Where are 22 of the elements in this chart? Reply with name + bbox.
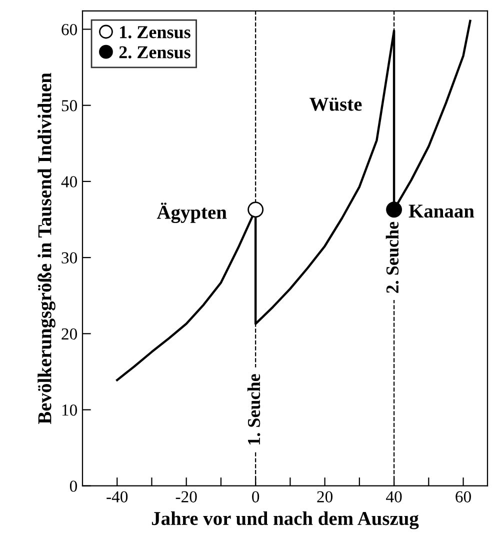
y-tick-label: 0 (70, 480, 78, 492)
x-tick-label: 0 (252, 491, 260, 502)
ref-line-label: 2. Seuche (386, 222, 399, 293)
y-tick-label: 20 (62, 328, 78, 340)
legend-label: 2. Zensus (119, 46, 190, 58)
y-tick-label: 60 (62, 24, 78, 36)
x-tick-label: 20 (317, 491, 333, 502)
y-axis-title: Bevölkerungsgröße in Tausend Individuen (37, 72, 56, 424)
y-tick-label: 50 (62, 100, 78, 112)
x-axis-title: Jahre vor und nach dem Auszug (152, 511, 419, 530)
annotation: Kanaan (408, 204, 474, 218)
x-tick-label: -20 (176, 491, 197, 502)
ref-line-label: 1. Seuche (247, 374, 260, 444)
legend-label: 1. Zensus (120, 26, 190, 38)
x-tick-label: -40 (106, 491, 128, 502)
y-tick-label: 40 (61, 176, 78, 188)
y-tick-label: 30 (62, 252, 78, 264)
x-tick-label: 40 (386, 491, 402, 502)
annotation: Ägypten (156, 202, 227, 224)
annotation: Wüste (310, 98, 362, 111)
x-tick-label: 60 (456, 491, 471, 502)
y-tick-label: 10 (62, 404, 78, 416)
